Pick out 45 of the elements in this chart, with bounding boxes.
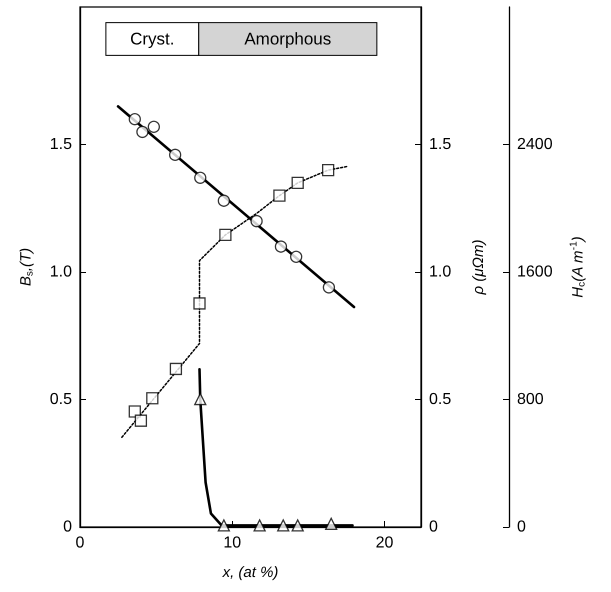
point <box>218 194 230 207</box>
point <box>322 281 336 294</box>
x-tick-label: 0 <box>76 534 85 552</box>
point <box>253 519 266 532</box>
y2-tick-label: 1.5 <box>429 136 452 154</box>
y3-tick-label: 2400 <box>517 136 553 154</box>
y2-tick-label: 1.0 <box>429 264 452 281</box>
point <box>136 126 149 138</box>
point <box>250 214 263 228</box>
point <box>218 519 230 532</box>
y2-tick-label: 0 <box>429 518 438 536</box>
point <box>322 164 334 176</box>
x-tick-label: 20 <box>376 534 394 552</box>
point <box>292 519 304 532</box>
point <box>273 189 286 202</box>
point <box>148 120 160 133</box>
point <box>170 362 182 376</box>
y3-tick-label: 800 <box>517 391 544 408</box>
y3-tick-label: 1600 <box>517 264 553 281</box>
y-tick-label: 1.0 <box>50 264 72 281</box>
point <box>169 148 182 161</box>
band-label: Cryst. <box>130 29 175 48</box>
band-label: Amorphous <box>244 29 332 48</box>
point <box>134 414 148 427</box>
y2-tick-label: 0.5 <box>429 391 452 408</box>
point <box>219 228 232 242</box>
point <box>128 113 141 126</box>
y3-axis-title: Hc(A m-1) <box>568 236 588 298</box>
y-tick-label: 0.5 <box>50 391 72 408</box>
point <box>146 392 158 404</box>
point <box>325 518 338 530</box>
x-tick-label: 10 <box>223 534 242 552</box>
point <box>274 240 288 253</box>
y-axis-title: Bs,(T) <box>18 248 36 286</box>
point <box>194 172 206 184</box>
y2-axis-title: ρ (μΩm) <box>470 240 487 296</box>
point <box>292 176 304 190</box>
y-tick-label: 1.5 <box>50 136 72 154</box>
point <box>193 297 206 310</box>
point <box>194 392 206 406</box>
point <box>290 250 302 263</box>
y3-tick-label: 0 <box>517 518 526 536</box>
y-tick-label: 0 <box>63 518 72 536</box>
point <box>277 519 290 532</box>
x-axis-title: x, (at %) <box>222 564 278 581</box>
